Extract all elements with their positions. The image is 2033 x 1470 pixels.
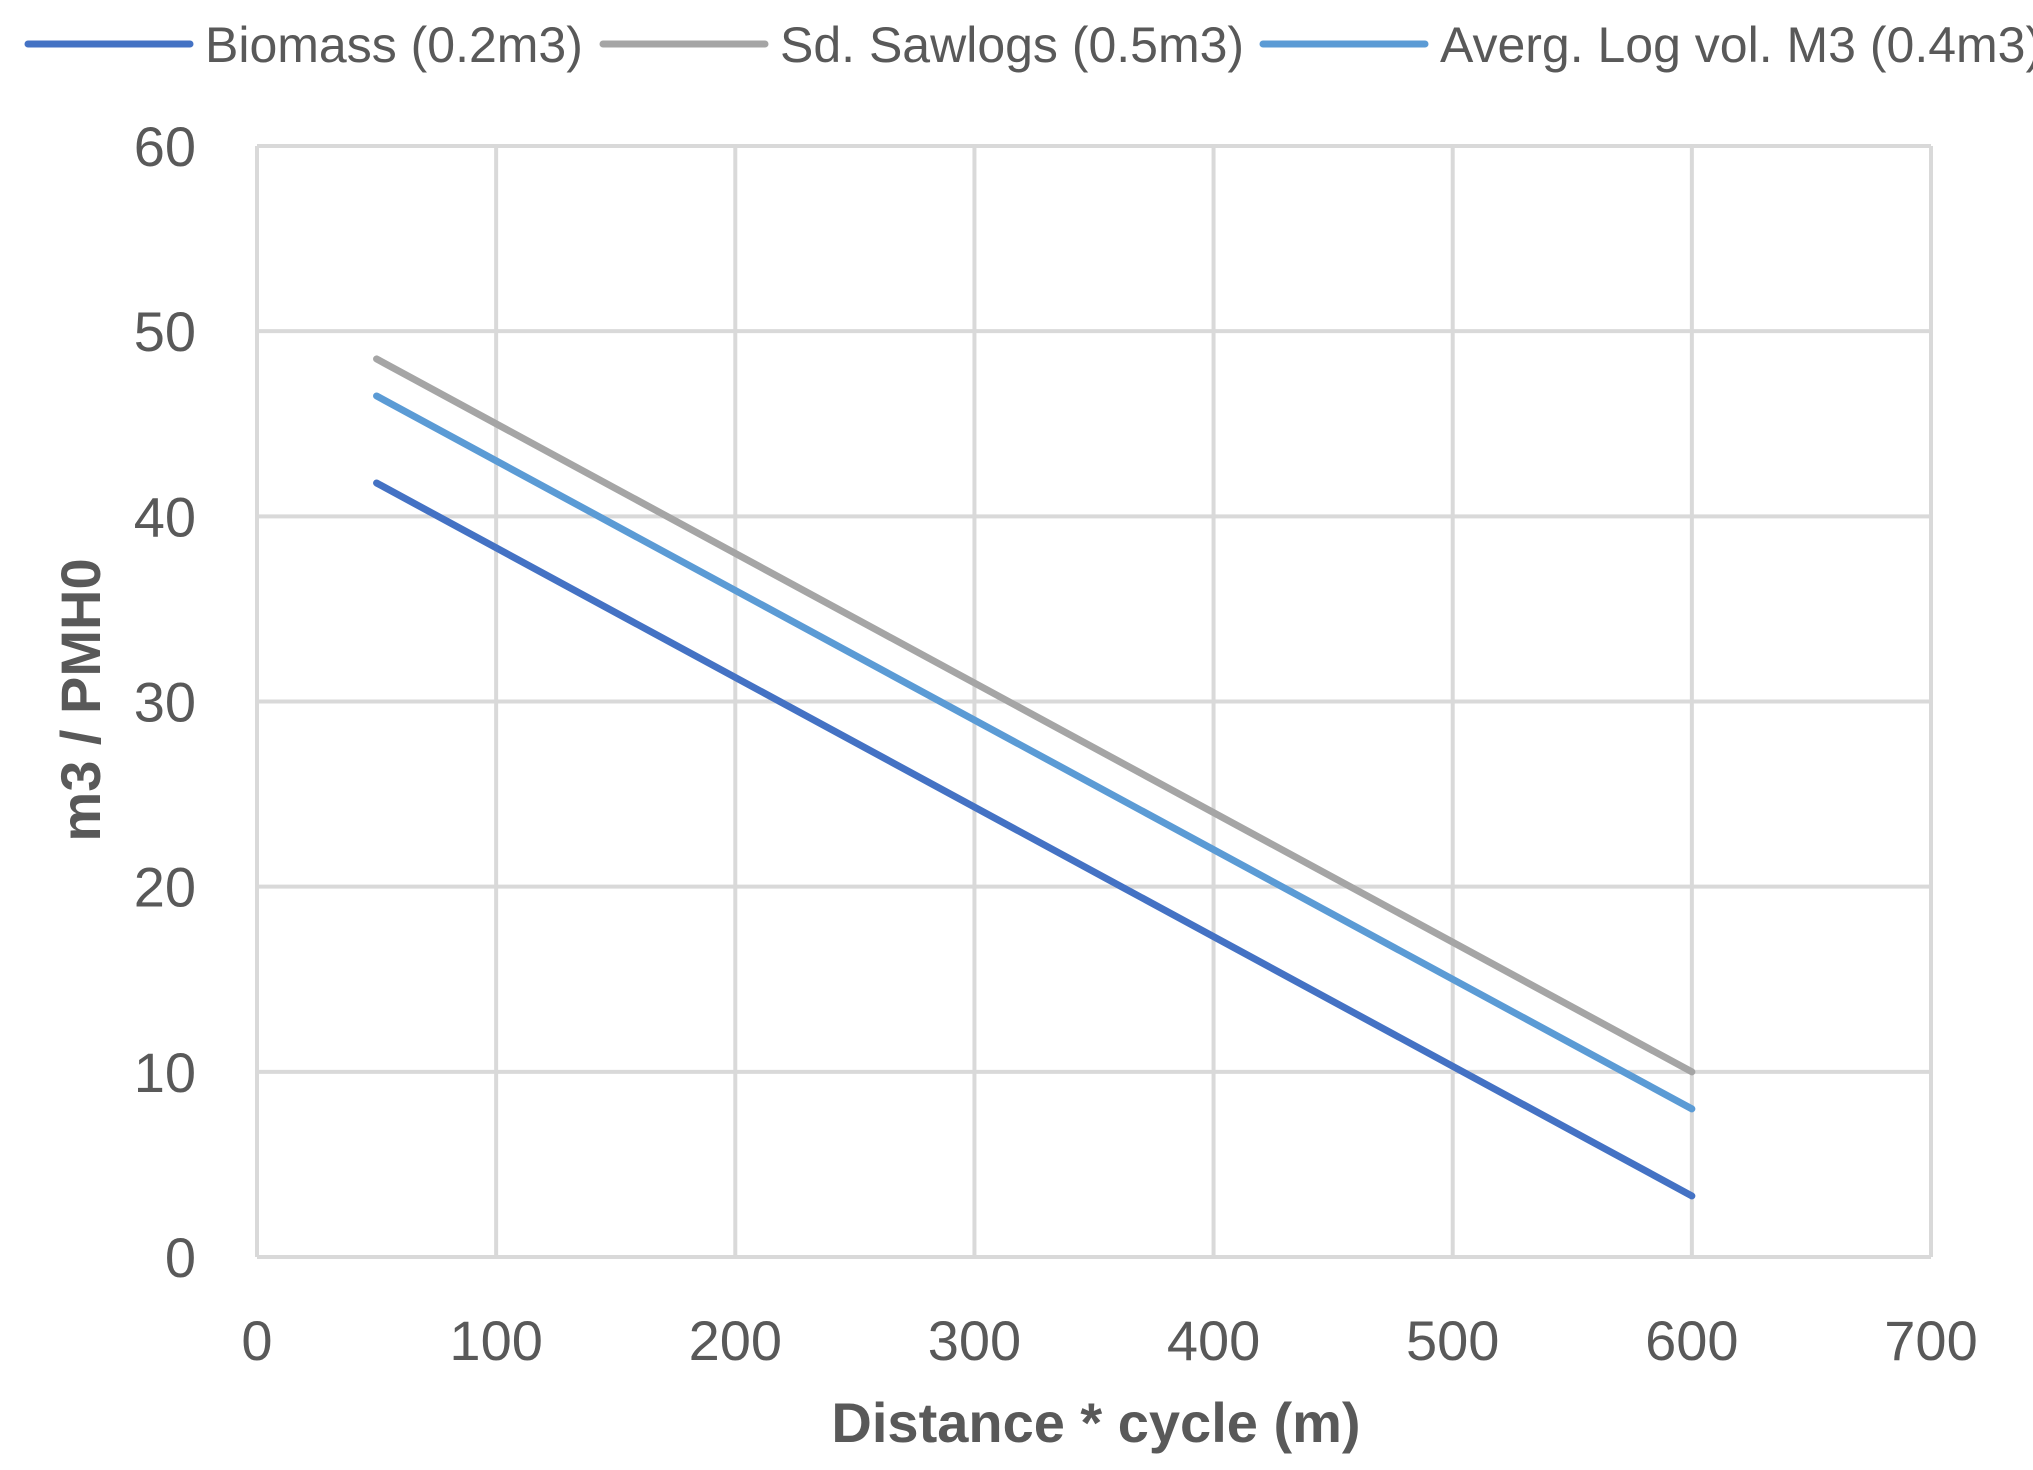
x-tick-label: 500 [1406, 1309, 1499, 1372]
series-line-2 [373, 355, 1696, 1076]
x-axis-title: Distance * cycle (m) [831, 1391, 1360, 1454]
y-tick-label: 60 [134, 115, 196, 178]
legend-entry: Averg. Log vol. M3 (0.4m3) [1259, 17, 2033, 73]
x-tick-label: 700 [1884, 1309, 1977, 1372]
gridlines [255, 144, 1933, 1259]
legend: Biomass (0.2m3) Sd. Sawlogs (0.5m3) Averg.… [24, 17, 2033, 73]
y-tick-label: 50 [134, 300, 196, 363]
series-line-1 [373, 479, 1696, 1200]
legend-label: Sd. Sawlogs (0.5m3) [780, 17, 1244, 73]
y-tick-label: 20 [134, 856, 196, 919]
legend-label: Averg. Log vol. M3 (0.4m3) [1440, 17, 2033, 73]
series-lines [373, 355, 1696, 1200]
series-line-3 [373, 392, 1696, 1113]
legend-entry: Biomass (0.2m3) [24, 17, 583, 73]
x-tick-label: 200 [689, 1309, 782, 1372]
x-tick-label: 100 [449, 1309, 542, 1372]
y-axis-title: m3 / PMH0 [49, 558, 112, 841]
y-tick-label: 0 [165, 1226, 196, 1289]
y-tick-label: 40 [134, 485, 196, 548]
x-tick-label: 0 [241, 1309, 272, 1372]
y-tick-label: 30 [134, 671, 196, 734]
y-tick-label: 10 [134, 1041, 196, 1104]
x-tick-label: 600 [1645, 1309, 1738, 1372]
x-tick-label: 400 [1167, 1309, 1260, 1372]
x-tick-label: 300 [928, 1309, 1021, 1372]
y-axis-tick-labels: 0 10 20 30 40 50 60 [134, 115, 196, 1289]
legend-label: Biomass (0.2m3) [205, 17, 583, 73]
legend-entry: Sd. Sawlogs (0.5m3) [599, 17, 1244, 73]
x-axis-tick-labels: 0 100 200 300 400 500 600 700 [241, 1309, 1977, 1372]
